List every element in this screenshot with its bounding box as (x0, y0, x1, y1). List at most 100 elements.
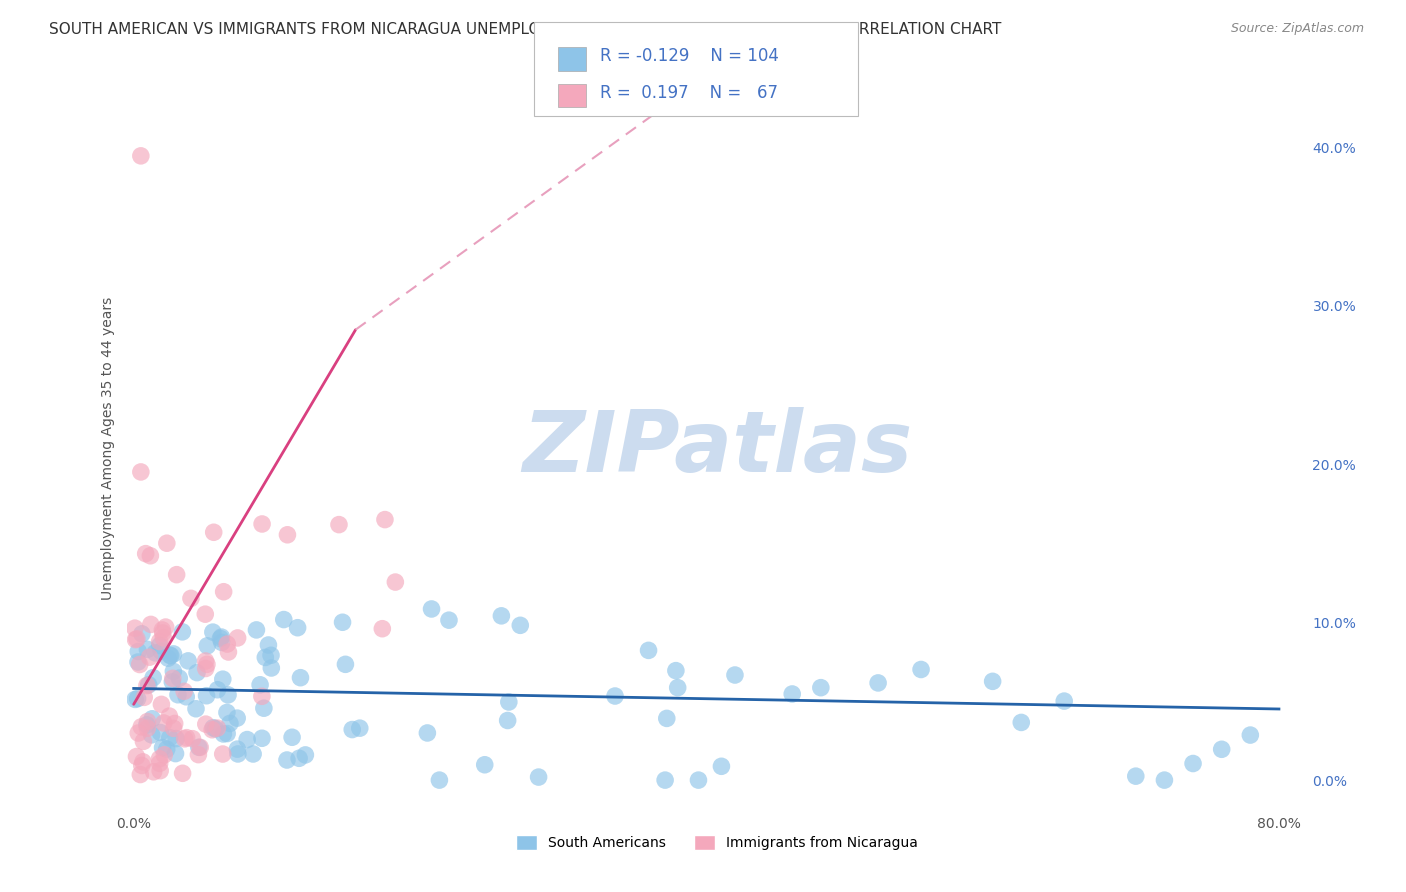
Point (176, 731, 198, 745)
Point (187, 740, 209, 755)
Text: ZIPatlas: ZIPatlas (522, 407, 912, 490)
Point (156, 536, 179, 550)
Point (603, 689, 626, 703)
Point (1053, 694, 1076, 708)
Point (335, 657, 357, 672)
Point (226, 742, 249, 756)
Point (250, 731, 273, 746)
Point (474, 757, 496, 772)
Point (260, 648, 283, 663)
Point (195, 689, 218, 703)
Point (868, 676, 890, 690)
Point (219, 716, 242, 731)
Point (162, 671, 184, 685)
Point (141, 712, 163, 726)
Point (173, 731, 195, 746)
Point (134, 690, 156, 705)
Point (131, 758, 153, 772)
Point (242, 747, 264, 761)
Point (211, 635, 233, 649)
Point (194, 607, 217, 622)
Point (201, 723, 224, 737)
Point (167, 688, 190, 702)
Point (136, 714, 159, 729)
Point (135, 679, 157, 693)
Point (217, 726, 239, 740)
Point (201, 625, 224, 640)
Point (162, 665, 184, 679)
Point (149, 764, 172, 778)
Point (163, 716, 186, 731)
Point (187, 747, 209, 762)
Point (155, 620, 177, 634)
Point (125, 749, 148, 764)
Point (153, 747, 176, 762)
Point (148, 752, 170, 766)
Point (135, 718, 157, 732)
Point (132, 734, 155, 748)
Text: R =  0.197    N =   67: R = 0.197 N = 67 (600, 84, 779, 102)
Point (132, 755, 155, 769)
Point (195, 639, 218, 653)
Point (181, 731, 204, 746)
Point (162, 647, 184, 661)
Point (127, 655, 149, 669)
Point (257, 638, 280, 652)
Point (149, 639, 172, 653)
Legend: South Americans, Immigrants from Nicaragua: South Americans, Immigrants from Nicarag… (510, 830, 924, 855)
Point (127, 644, 149, 658)
Point (496, 714, 519, 728)
Point (724, 668, 747, 682)
Point (157, 651, 180, 665)
Point (156, 742, 179, 756)
Point (371, 622, 394, 636)
Point (281, 731, 304, 745)
Point (150, 698, 173, 712)
Point (217, 688, 239, 702)
Point (127, 726, 149, 740)
Point (509, 618, 531, 632)
Point (188, 740, 211, 755)
Point (129, 149, 152, 163)
Point (212, 727, 235, 741)
Point (654, 773, 676, 788)
Point (160, 648, 183, 663)
Point (245, 623, 267, 637)
Point (149, 756, 172, 771)
Point (215, 706, 238, 720)
Point (159, 731, 181, 745)
Point (162, 722, 184, 736)
Point (1125, 769, 1147, 783)
Point (211, 630, 233, 644)
Point (249, 678, 271, 692)
Point (194, 654, 217, 668)
Point (138, 678, 160, 692)
Point (384, 575, 406, 590)
Point (127, 691, 149, 706)
Point (136, 642, 159, 657)
Text: Source: ZipAtlas.com: Source: ZipAtlas.com (1230, 22, 1364, 36)
Point (142, 764, 165, 779)
Point (139, 549, 162, 563)
Point (186, 665, 208, 680)
Point (150, 623, 173, 637)
Y-axis label: Unemployment Among Ages 35 to 44 years: Unemployment Among Ages 35 to 44 years (101, 297, 115, 599)
Point (226, 631, 249, 645)
Point (152, 740, 174, 755)
Point (288, 751, 311, 765)
Point (637, 643, 659, 657)
Point (416, 726, 439, 740)
Point (131, 627, 153, 641)
Point (910, 663, 932, 677)
Point (138, 650, 160, 665)
Point (332, 615, 354, 630)
Point (981, 674, 1004, 689)
Point (209, 632, 232, 646)
Point (290, 671, 312, 685)
Point (250, 690, 273, 704)
Point (349, 721, 371, 735)
Point (226, 747, 249, 761)
Point (527, 770, 550, 784)
Point (177, 654, 200, 668)
Text: SOUTH AMERICAN VS IMMIGRANTS FROM NICARAGUA UNEMPLOYMENT AMONG AGES 35 TO 44 YEA: SOUTH AMERICAN VS IMMIGRANTS FROM NICARA… (49, 22, 1001, 37)
